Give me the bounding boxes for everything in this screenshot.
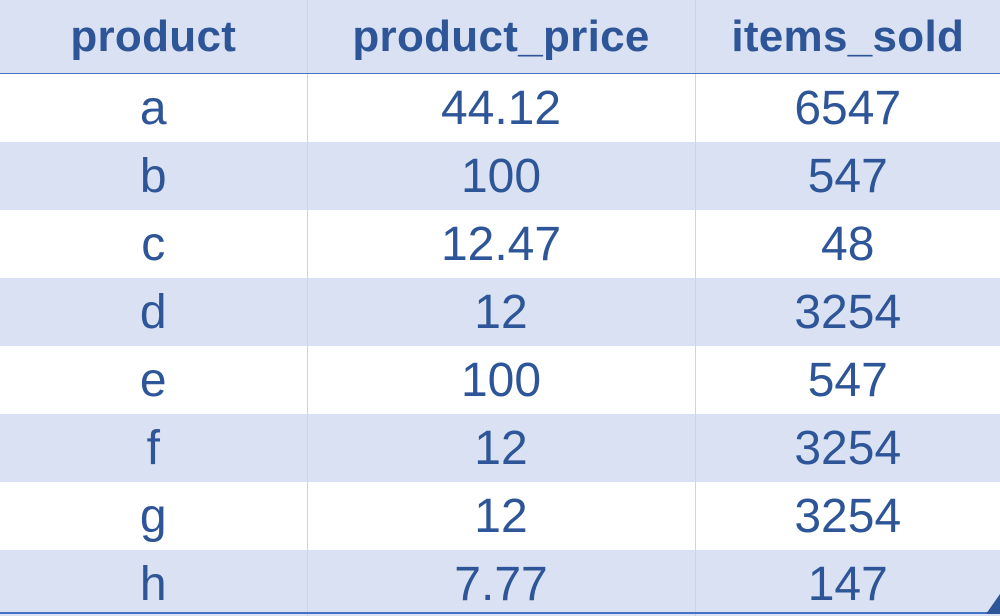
table-row: b 100 547 — [0, 142, 1000, 210]
table-row: a 44.12 6547 — [0, 73, 1000, 142]
column-header-product-price[interactable]: product_price — [306, 0, 696, 74]
cell-product-price[interactable]: 44.12 — [306, 73, 696, 142]
cell-items-sold[interactable]: 6547 — [694, 73, 1000, 142]
cell-product[interactable]: f — [0, 414, 308, 482]
table-row: h 7.77 147 — [0, 550, 1000, 616]
table-row: f 12 3254 — [0, 414, 1000, 482]
cell-product[interactable]: g — [0, 482, 308, 550]
cell-items-sold[interactable]: 48 — [694, 210, 1000, 278]
cell-product-price[interactable]: 7.77 — [306, 550, 696, 616]
table-row: g 12 3254 — [0, 482, 1000, 550]
cell-items-sold[interactable]: 147 — [694, 550, 1000, 616]
cell-product[interactable]: h — [0, 550, 308, 616]
table-bottom-border — [0, 612, 1000, 614]
column-header-product[interactable]: product — [0, 0, 308, 74]
cell-items-sold[interactable]: 547 — [694, 142, 1000, 210]
table-body: a 44.12 6547 b 100 547 c 12.47 48 d 12 3… — [0, 73, 1000, 616]
cell-product-price[interactable]: 12 — [306, 414, 696, 482]
cell-product[interactable]: a — [0, 73, 308, 142]
cell-product[interactable]: b — [0, 142, 308, 210]
cell-product[interactable]: d — [0, 278, 308, 346]
table-row: c 12.47 48 — [0, 210, 1000, 278]
cell-product-price[interactable]: 12 — [306, 278, 696, 346]
cell-product[interactable]: e — [0, 346, 308, 414]
table-row: d 12 3254 — [0, 278, 1000, 346]
cell-product-price[interactable]: 100 — [306, 142, 696, 210]
cell-product-price[interactable]: 12.47 — [306, 210, 696, 278]
header-row: product product_price items_sold — [0, 0, 1000, 74]
table-row: e 100 547 — [0, 346, 1000, 414]
cell-product-price[interactable]: 100 — [306, 346, 696, 414]
cell-items-sold[interactable]: 547 — [694, 346, 1000, 414]
cell-items-sold[interactable]: 3254 — [694, 278, 1000, 346]
cell-product-price[interactable]: 12 — [306, 482, 696, 550]
cell-items-sold[interactable]: 3254 — [694, 414, 1000, 482]
cell-product[interactable]: c — [0, 210, 308, 278]
cell-items-sold[interactable]: 3254 — [694, 482, 1000, 550]
column-header-items-sold[interactable]: items_sold — [694, 0, 1000, 74]
table-header: product product_price items_sold — [0, 0, 1000, 74]
